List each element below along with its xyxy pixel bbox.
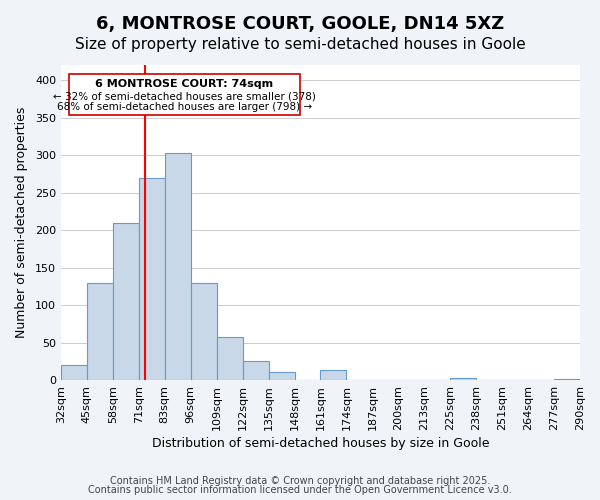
Bar	[450, 378, 476, 380]
Bar	[269, 372, 295, 380]
Bar	[113, 222, 139, 380]
Bar	[139, 178, 165, 380]
Text: Contains public sector information licensed under the Open Government Licence v3: Contains public sector information licen…	[88, 485, 512, 495]
Bar	[61, 365, 87, 380]
Bar	[87, 282, 113, 380]
Bar	[242, 360, 269, 380]
Text: 68% of semi-detached houses are larger (798) →: 68% of semi-detached houses are larger (…	[56, 102, 312, 112]
Text: 6, MONTROSE COURT, GOOLE, DN14 5XZ: 6, MONTROSE COURT, GOOLE, DN14 5XZ	[96, 15, 504, 33]
Y-axis label: Number of semi-detached properties: Number of semi-detached properties	[15, 107, 28, 338]
Text: Contains HM Land Registry data © Crown copyright and database right 2025.: Contains HM Land Registry data © Crown c…	[110, 476, 490, 486]
X-axis label: Distribution of semi-detached houses by size in Goole: Distribution of semi-detached houses by …	[152, 437, 489, 450]
Bar	[165, 153, 191, 380]
Bar	[191, 282, 217, 380]
Bar	[320, 370, 346, 380]
Text: 6 MONTROSE COURT: 74sqm: 6 MONTROSE COURT: 74sqm	[95, 79, 273, 89]
Text: ← 32% of semi-detached houses are smaller (378): ← 32% of semi-detached houses are smalle…	[53, 92, 316, 102]
Bar	[217, 338, 242, 380]
Text: Size of property relative to semi-detached houses in Goole: Size of property relative to semi-detach…	[74, 38, 526, 52]
FancyBboxPatch shape	[69, 74, 300, 116]
